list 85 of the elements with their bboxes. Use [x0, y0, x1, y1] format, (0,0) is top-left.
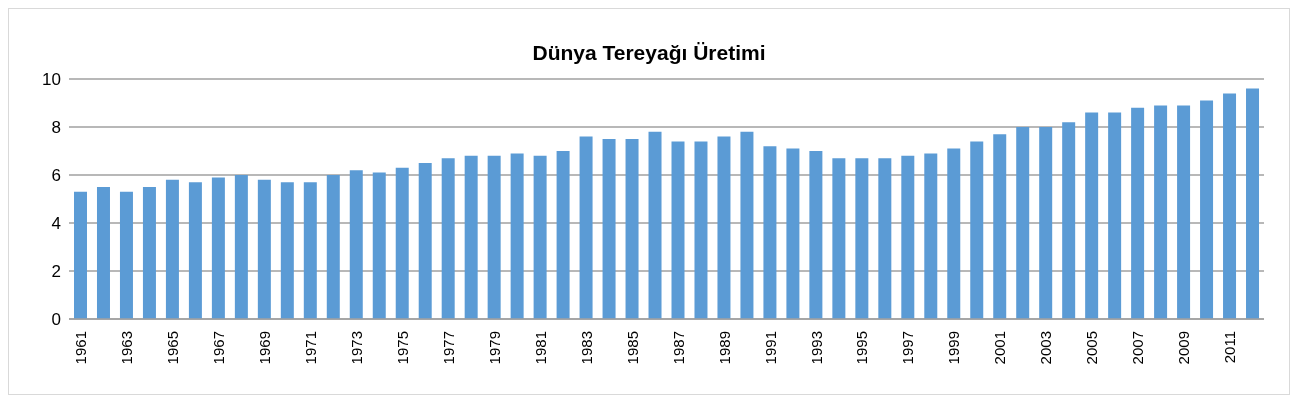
- x-tick-label: 1999: [945, 331, 963, 365]
- bar: [464, 155, 478, 319]
- y-tick-label: 6: [51, 166, 61, 186]
- x-tick-label: 1993: [807, 331, 825, 365]
- x-tick-label: 1981: [531, 331, 549, 365]
- bar: [970, 141, 984, 319]
- bar: [648, 131, 662, 319]
- bar: [119, 191, 133, 319]
- bar: [234, 175, 248, 319]
- x-tick-label: 1969: [255, 331, 273, 365]
- x-tick-label: 2011: [1221, 331, 1239, 364]
- bar: [1177, 105, 1191, 319]
- x-tick-label: 1989: [715, 331, 733, 365]
- y-tick-label: 10: [42, 70, 61, 90]
- bar: [579, 136, 593, 319]
- x-tick-label: 2003: [1037, 331, 1055, 365]
- bar: [487, 155, 501, 319]
- bar: [1085, 112, 1099, 319]
- x-tick-label: 1985: [623, 331, 641, 365]
- bar: [1016, 127, 1030, 319]
- bar: [740, 131, 754, 319]
- bar: [395, 167, 409, 319]
- bar: [1108, 112, 1122, 319]
- x-tick-label: 1973: [347, 331, 365, 365]
- bar: [671, 141, 685, 319]
- bar: [786, 148, 800, 319]
- x-tick-label: 2001: [991, 331, 1009, 365]
- bar: [947, 148, 961, 319]
- x-tick-label: 1977: [439, 331, 457, 365]
- bar: [211, 177, 225, 319]
- bar: [441, 158, 455, 319]
- bar: [878, 158, 892, 319]
- bar: [165, 179, 179, 319]
- bar: [257, 179, 271, 319]
- x-tick-label: 1991: [761, 331, 779, 365]
- bar: [625, 139, 639, 319]
- bar: [556, 151, 570, 319]
- bar: [372, 172, 386, 319]
- y-tick-label: 8: [51, 118, 61, 138]
- bar: [901, 155, 915, 319]
- bar: [694, 141, 708, 319]
- bar: [1223, 93, 1237, 319]
- bar: [74, 191, 87, 319]
- bar: [303, 182, 317, 319]
- x-tick-label: 1971: [301, 331, 319, 365]
- bar: [832, 158, 846, 319]
- x-tick-label: 1983: [577, 331, 595, 365]
- x-tick-label: 1979: [485, 331, 503, 365]
- bar: [1154, 105, 1168, 319]
- bar: [96, 187, 110, 319]
- bar: [510, 153, 524, 319]
- bar: [924, 153, 938, 319]
- x-tick-label: 1997: [899, 331, 917, 365]
- bar: [280, 182, 294, 319]
- x-tick-label: 1965: [164, 331, 182, 365]
- y-tick-label: 0: [51, 310, 61, 330]
- bar: [602, 139, 616, 319]
- y-tick-label: 4: [51, 214, 61, 234]
- bar: [993, 134, 1007, 319]
- bar: [1039, 127, 1053, 319]
- chart-title: Dünya Tereyağı Üretimi: [531, 41, 767, 66]
- bar: [809, 151, 823, 319]
- bar: [1246, 88, 1260, 319]
- bar: [188, 182, 202, 319]
- x-tick-label: 2007: [1129, 331, 1147, 365]
- x-tick-label: 1987: [669, 331, 687, 365]
- x-tick-label: 1963: [118, 331, 136, 365]
- x-tick-label: 1967: [210, 331, 228, 365]
- x-tick-label: 2005: [1083, 331, 1101, 365]
- bar: [418, 163, 432, 319]
- bar: [763, 146, 777, 319]
- bar: [142, 187, 156, 319]
- x-tick-label: 1975: [393, 331, 411, 365]
- x-tick-label: 1961: [72, 331, 90, 365]
- bar: [533, 155, 547, 319]
- bar: [1200, 100, 1214, 319]
- bar: [1131, 107, 1145, 319]
- bar: [349, 170, 363, 319]
- x-tick-label: 1995: [853, 331, 871, 365]
- bar: [1062, 122, 1076, 319]
- x-tick-label: 2009: [1175, 331, 1193, 365]
- bar: [717, 136, 731, 319]
- y-tick-label: 2: [51, 262, 61, 282]
- bar: [326, 175, 340, 319]
- bar: [855, 158, 869, 319]
